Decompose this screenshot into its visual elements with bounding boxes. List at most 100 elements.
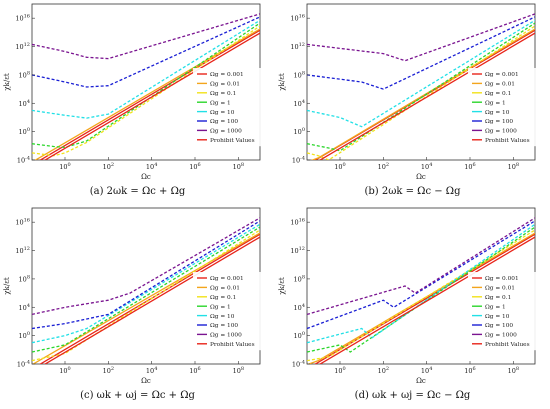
panel-a: 100 102 104 106 108 10-4 100 104 108 1012 1016 Ωc χk… [0, 0, 275, 204]
legend-box [193, 68, 263, 147]
panel-d: 100 102 104 106 108 10-4 100 104 108 1012 1016 Ωc χk… [275, 204, 550, 408]
series-line-5 [32, 16, 260, 88]
legend-box [193, 272, 263, 351]
y-tick-label-2: 104 [294, 303, 305, 312]
y-tick-label-2: 104 [19, 99, 30, 108]
legend-label-2: Ωg = 0.1 [210, 91, 236, 97]
series-line-1 [310, 28, 535, 160]
y-axis-label: χk/εt [3, 73, 11, 90]
y-tick-label-4: 1012 [15, 42, 30, 51]
y-tick-label-3: 108 [19, 70, 30, 79]
series-line-4 [32, 19, 260, 119]
y-tick-label-1: 100 [19, 331, 30, 340]
x-tick-label-2: 104 [421, 366, 432, 375]
legend-label-4: Ωg = 10 [210, 314, 235, 320]
y-tick-label-4: 1012 [15, 246, 30, 255]
legend-label-3: Ωg = 1 [485, 304, 506, 310]
y-tick-label-0: 10-4 [17, 360, 30, 369]
x-tick-label-3: 106 [189, 366, 200, 375]
legend-label-3: Ωg = 1 [485, 100, 506, 106]
series-line-7 [43, 236, 260, 364]
legend-label-6: Ωg = 1000 [210, 333, 242, 339]
series-group [307, 13, 535, 160]
series-line-7 [318, 236, 535, 364]
x-axis-label: Ωc [141, 377, 151, 385]
y-tick-label-5: 1016 [15, 14, 30, 23]
series-line-2 [307, 229, 535, 362]
x-tick-label-1: 102 [378, 366, 389, 375]
legend-label-4: Ωg = 10 [210, 110, 235, 116]
y-tick-label-0: 10-4 [292, 360, 305, 369]
series-line-5 [307, 16, 535, 90]
legend-label-6: Ωg = 1000 [210, 129, 242, 135]
y-tick-label-4: 1012 [290, 42, 305, 51]
y-tick-label-5: 1016 [290, 218, 305, 227]
chart-c: 100 102 104 106 108 10-4 100 104 108 1012 1016 Ωc χk… [3, 207, 263, 385]
series-line-4 [32, 223, 260, 344]
x-tick-label-4: 108 [508, 162, 519, 171]
legend-label-0: Ωg = 0.001 [210, 276, 244, 282]
legend-label-1: Ωg = 0.01 [485, 286, 515, 292]
series-line-7 [318, 32, 535, 160]
caption-c: (c) ωk + ωj = Ωc + Ωg [80, 390, 195, 401]
series-line-7 [43, 32, 260, 160]
legend-label-1: Ωg = 0.01 [210, 286, 240, 292]
series-line-4 [307, 19, 535, 128]
x-tick-label-2: 104 [146, 366, 157, 375]
legend-label-5: Ωg = 100 [210, 119, 238, 125]
legend-label-1: Ωg = 0.01 [210, 82, 240, 88]
legend-box [468, 68, 538, 147]
legend-label-2: Ωg = 0.1 [485, 91, 511, 97]
x-tick-label-2: 104 [146, 162, 157, 171]
y-axis-label: χk/εt [278, 277, 286, 294]
x-tick-label-0: 100 [334, 162, 345, 171]
series-line-3 [32, 226, 260, 353]
y-tick-label-1: 100 [19, 127, 30, 136]
legend-label-2: Ωg = 0.1 [210, 295, 236, 301]
legend-label-7: Prohibit Values [210, 342, 255, 348]
legend-label-6: Ωg = 1000 [485, 129, 517, 135]
y-axis-label: χk/εt [278, 73, 286, 90]
x-tick-label-1: 102 [378, 162, 389, 171]
series-line-3 [307, 22, 535, 152]
caption-d: (d) ωk + ωj = Ωc − Ωg [354, 390, 471, 401]
panel-c: 100 102 104 106 108 10-4 100 104 108 1012 1016 Ωc χk… [0, 204, 275, 408]
x-tick-label-4: 108 [508, 366, 519, 375]
series-line-0 [39, 29, 260, 160]
legend-label-6: Ωg = 1000 [485, 333, 517, 339]
series-group [32, 217, 260, 364]
y-axis-label: χk/εt [3, 277, 11, 294]
y-tick-label-0: 10-4 [292, 156, 305, 165]
legend-label-5: Ωg = 100 [485, 323, 513, 329]
y-tick-label-1: 100 [294, 127, 305, 136]
y-tick-label-3: 108 [294, 70, 305, 79]
chart-b: 100 102 104 106 108 10-4 100 104 108 1012 1016 Ωc χk… [278, 3, 538, 181]
legend-label-0: Ωg = 0.001 [485, 276, 519, 282]
series-group [307, 217, 535, 364]
x-tick-label-4: 108 [233, 366, 244, 375]
x-axis-label: Ωc [416, 173, 426, 181]
y-tick-label-0: 10-4 [17, 156, 30, 165]
series-line-2 [32, 229, 260, 362]
y-tick-label-2: 104 [19, 303, 30, 312]
x-tick-label-1: 102 [103, 366, 114, 375]
x-tick-label-0: 100 [59, 366, 70, 375]
y-tick-label-4: 1012 [290, 246, 305, 255]
series-line-5 [32, 220, 260, 330]
legend-box [468, 272, 538, 351]
legend-label-7: Prohibit Values [210, 138, 255, 144]
x-tick-label-3: 106 [189, 162, 200, 171]
y-tick-label-5: 1016 [290, 14, 305, 23]
series-group [32, 13, 260, 160]
legend-label-5: Ωg = 100 [485, 119, 513, 125]
legend-label-7: Prohibit Values [485, 342, 530, 348]
legend-label-7: Prohibit Values [485, 138, 530, 144]
y-tick-label-3: 108 [19, 274, 30, 283]
y-tick-label-1: 100 [294, 331, 305, 340]
caption-b: (b) 2ωk = Ωc − Ωg [364, 186, 461, 197]
caption-a: (a) 2ωk = Ωc + Ωg [89, 186, 186, 197]
y-tick-label-5: 1016 [15, 218, 30, 227]
series-line-6 [32, 217, 260, 316]
x-tick-label-3: 106 [464, 366, 475, 375]
